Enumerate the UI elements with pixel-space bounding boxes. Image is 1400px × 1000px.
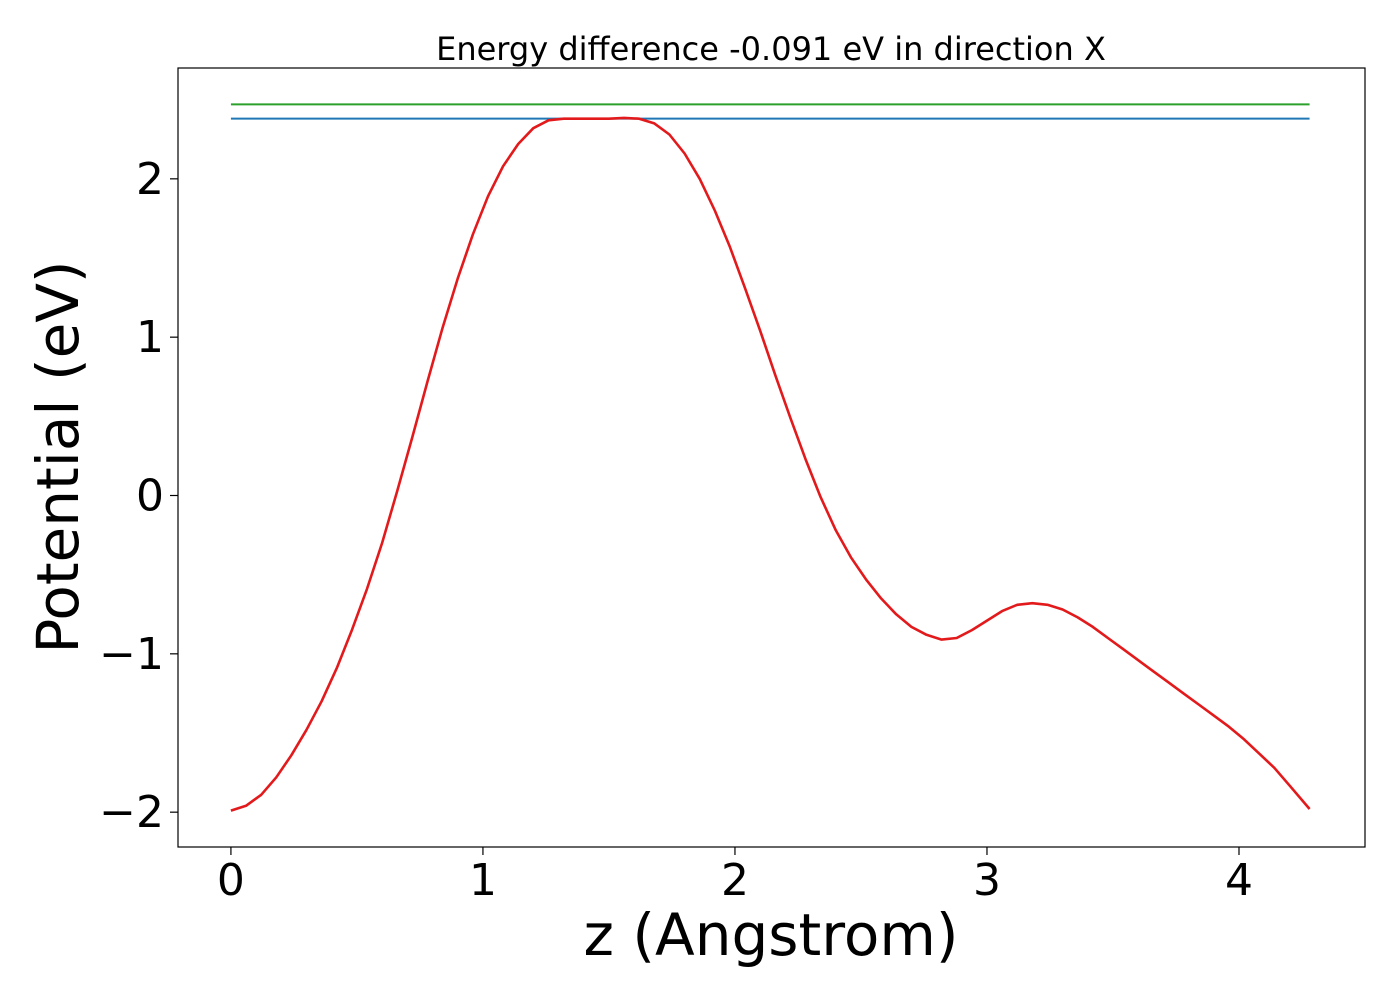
y-tick-label: −2: [99, 787, 164, 838]
y-axis-label: Potential (eV): [24, 260, 92, 653]
x-tick-label: 2: [721, 855, 749, 906]
x-tick-label: 0: [217, 855, 245, 906]
x-tick-label: 1: [469, 855, 497, 906]
y-tick-label: 0: [136, 471, 164, 522]
x-tick-label: 3: [973, 855, 1001, 906]
plot-area: [177, 67, 1366, 848]
y-axis: −2 −1 0 1 2: [99, 154, 178, 838]
series-layer: [230, 116, 1311, 812]
y-tick-label: 2: [136, 154, 164, 205]
x-axis-label: z (Angstrom): [584, 901, 959, 969]
y-tick-label: −1: [99, 629, 164, 680]
reference-lines: [230, 103, 1310, 120]
x-tick-label: 4: [1225, 855, 1253, 906]
y-tick-label: 1: [136, 312, 164, 363]
chart-title: Energy difference -0.091 eV in direction…: [436, 30, 1106, 68]
x-axis: 0 1 2 3 4: [217, 847, 1253, 906]
potential-line-1: [230, 116, 1311, 812]
